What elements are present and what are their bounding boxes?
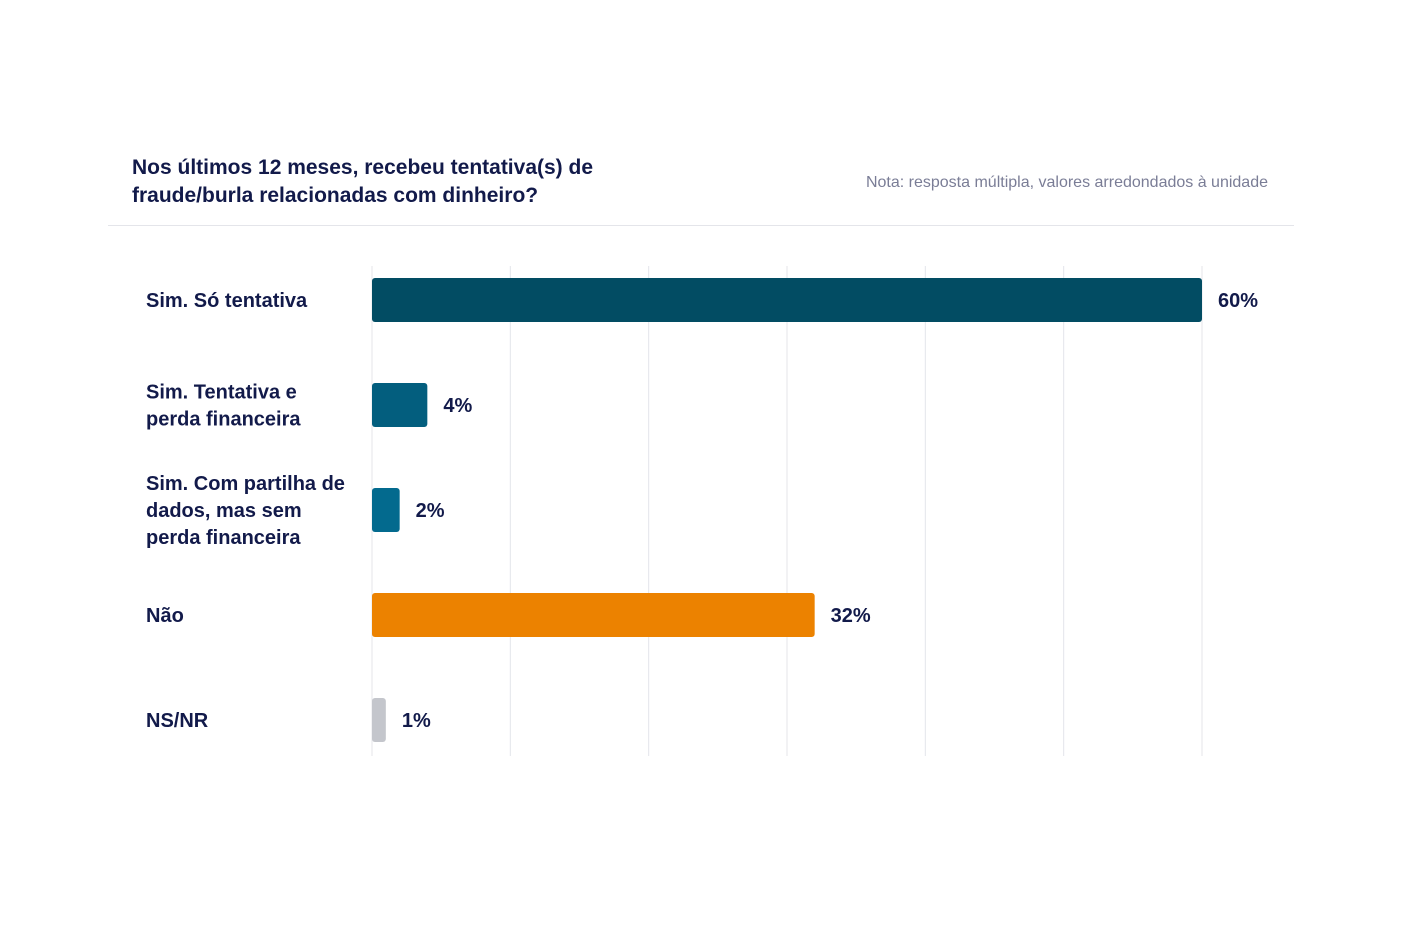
chart-title: Nos últimos 12 meses, recebeu tentativa(… bbox=[132, 156, 594, 207]
category-label: Não bbox=[146, 605, 184, 627]
grid-lines bbox=[371, 266, 1203, 756]
category-label: Sim. Tentativa e perda financeira bbox=[146, 382, 301, 431]
header-divider bbox=[108, 225, 1294, 226]
bar bbox=[372, 488, 400, 532]
value-label: 2% bbox=[416, 500, 445, 522]
chart-note: Nota: resposta múltipla, valores arredon… bbox=[865, 174, 1268, 191]
category-label: Sim. Com partilha de dados, mas sem perda … bbox=[146, 473, 345, 549]
value-label: 4% bbox=[443, 395, 472, 417]
category-labels: Sim. Só tentativa Sim. Tentativa e perda f… bbox=[146, 290, 345, 732]
value-label: 60% bbox=[1218, 290, 1258, 312]
bar bbox=[372, 698, 386, 742]
bar bbox=[372, 383, 428, 427]
value-labels: 60% 4% 2% 32% 1% bbox=[402, 290, 1258, 732]
bar bbox=[372, 593, 815, 637]
bars bbox=[372, 278, 1202, 742]
category-label: Sim. Só tentativa bbox=[146, 290, 308, 312]
value-label: 1% bbox=[402, 710, 431, 732]
value-label: 32% bbox=[831, 605, 871, 627]
bar bbox=[372, 278, 1202, 322]
category-label: NS/NR bbox=[146, 710, 209, 732]
